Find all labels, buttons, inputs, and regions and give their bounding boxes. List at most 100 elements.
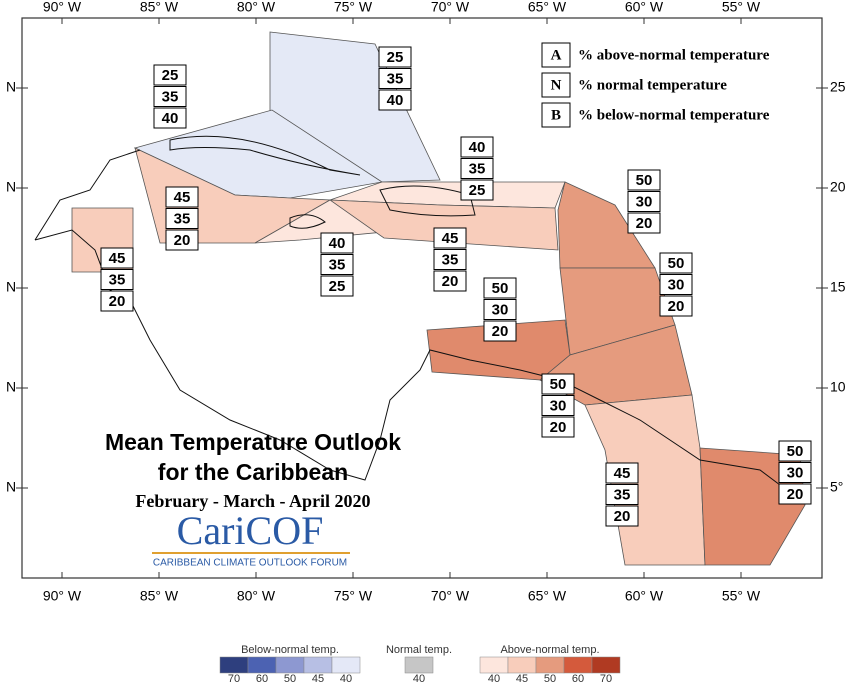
probability-box [165,229,199,251]
probability-box [483,277,517,299]
lon-label: 90° W [43,588,82,604]
lat-label: N [6,79,16,95]
probability-value: 50 [550,376,567,393]
probability-value: 25 [469,182,486,199]
logo-subtitle: CARIBBEAN CLIMATE OUTLOOK FORUM [153,558,347,569]
probability-box [433,249,467,270]
probability-value: 30 [550,397,567,414]
probability-box [627,212,661,234]
probability-box [100,269,134,290]
probability-box [460,136,494,158]
probability-box [320,254,354,275]
probability-value: 20 [787,486,804,503]
scale-title: Above-normal temp. [500,644,599,656]
lat-label: 10 [830,379,845,395]
probability-value: 20 [174,232,191,249]
probability-value: 50 [787,443,804,460]
probability-value: 45 [109,250,126,267]
probability-box [659,274,693,295]
scale-swatch [303,656,333,674]
outlook-region [269,31,441,183]
probability-value: 25 [162,67,179,84]
probability-value: 50 [492,280,509,297]
scale-label: 50 [284,673,296,684]
probability-box [100,290,134,312]
lat-label: 5° [830,479,843,495]
scale-title: Below-normal temp. [241,644,339,656]
scale-swatch [247,656,277,674]
probability-value: 45 [614,465,631,482]
probability-box [778,483,812,505]
probability-value: 20 [442,273,459,290]
probability-value: 30 [787,464,804,481]
probability-box [100,247,134,269]
lat-label: N [6,179,16,195]
probability-box [165,186,199,208]
lon-label: 90° W [43,0,82,15]
probability-value: 30 [668,276,685,293]
lon-label: 85° W [140,588,179,604]
lon-label: 80° W [237,0,276,15]
probability-value: 25 [329,278,346,295]
probability-box [605,484,639,505]
probability-box [778,462,812,483]
lon-label: 60° W [625,588,664,604]
scale-label: 40 [340,673,352,684]
probability-box [605,505,639,527]
lon-label: 55° W [722,0,761,15]
lon-label: 80° W [237,588,276,604]
probability-box [433,270,467,292]
probability-value: 20 [550,419,567,436]
probability-value: 20 [109,293,126,310]
probability-box [378,46,412,68]
probability-box [460,179,494,201]
probability-value: 20 [668,298,685,315]
probability-box [541,373,575,395]
scale-swatch [591,656,621,674]
probability-value: 30 [636,193,653,210]
scale-label: 60 [572,673,584,684]
probability-value: 25 [387,49,404,66]
probability-box [659,252,693,274]
scale-label: 60 [256,673,268,684]
scale-swatch [219,656,249,674]
outlook-region [328,199,559,251]
probability-box [153,64,187,86]
outlook-region [539,324,693,406]
lon-label: 75° W [334,588,373,604]
probability-value: 40 [469,139,486,156]
scale-swatch [535,656,565,674]
key-text: % below-normal temperature [578,107,770,123]
lon-label: 75° W [334,0,373,15]
probability-value: 35 [387,70,404,87]
key-letter: A [551,47,562,63]
jamaica-outline [289,214,326,229]
period: February - March - April 2020 [135,491,370,511]
title-line: Mean Temperature Outlook [105,429,401,455]
scale-label: 40 [488,673,500,684]
probability-value: 40 [387,92,404,109]
probability-box [320,232,354,254]
probability-value: 20 [636,215,653,232]
lon-label: 70° W [431,0,470,15]
probability-box [605,462,639,484]
probability-value: 35 [109,271,126,288]
lon-label: 55° W [722,588,761,604]
key-text: % above-normal temperature [578,47,770,63]
probability-box [483,299,517,320]
probability-value: 40 [162,110,179,127]
probability-box [627,191,661,212]
scale-swatch [479,656,509,674]
scale-label: 50 [544,673,556,684]
key-box [541,102,571,128]
lat-label: N [6,279,16,295]
scale-label: 45 [312,673,324,684]
lon-label: 65° W [528,0,567,15]
coastline [34,149,141,241]
hispaniola-outline [379,185,476,217]
scale-swatch [275,656,305,674]
lon-label: 60° W [625,0,664,15]
probability-value: 50 [668,255,685,272]
probability-value: 35 [174,210,191,227]
